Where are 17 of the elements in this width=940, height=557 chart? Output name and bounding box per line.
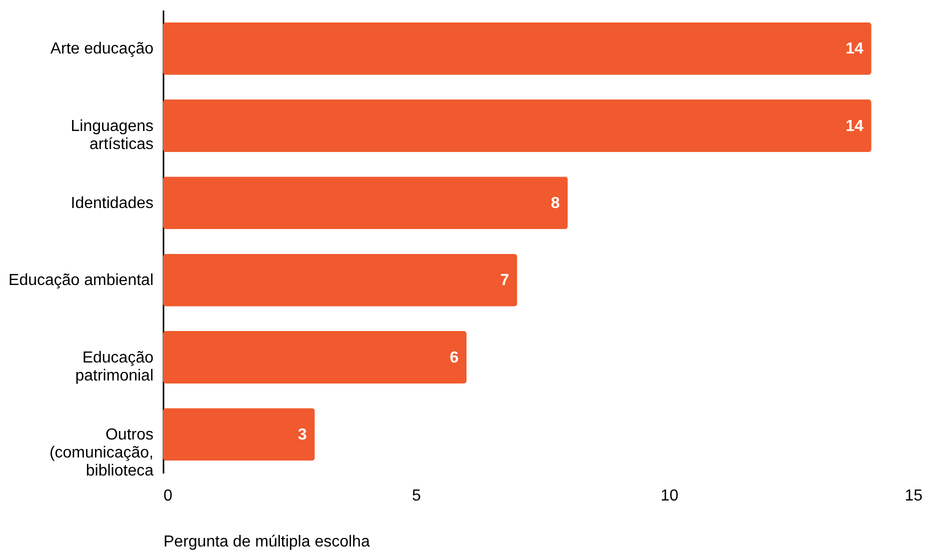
y-tick-label: Educação patrimonial [75,349,154,384]
x-axis-title: Pergunta de múltipla escolha [164,534,370,550]
y-tick-label: Linguagens artísticas [70,118,154,153]
data-label: 3 [298,426,307,444]
x-tick-label: 15 [904,488,923,504]
x-tick-label: 5 [412,488,422,504]
data-label: 14 [846,40,864,58]
y-tick-label: Educação ambiental [8,272,154,290]
x-tick-label: 10 [660,488,678,504]
data-label: 7 [500,272,510,290]
y-tick-label: Arte educação [50,40,154,58]
data-label: 14 [846,118,864,135]
y-tick-label: Outros (comunicação, biblioteca [49,426,154,480]
data-label: 6 [450,349,459,366]
data-label: 8 [550,194,560,212]
y-tick-label: Identidades [70,194,154,212]
x-tick-label: 0 [164,488,172,504]
